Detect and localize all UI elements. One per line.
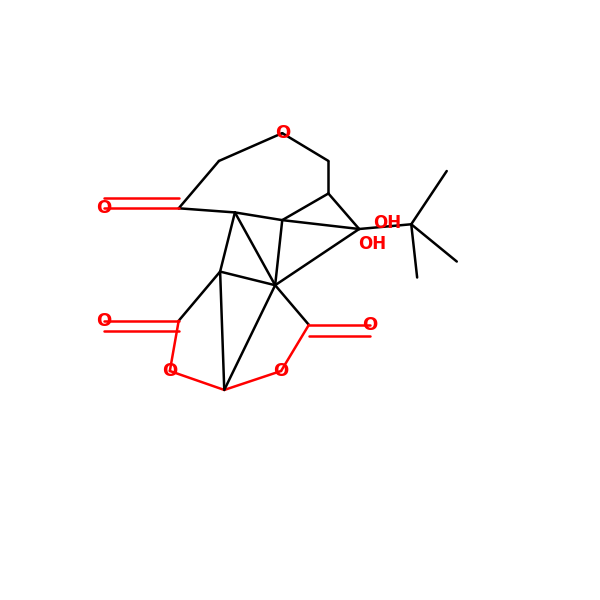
Text: OH: OH [374,214,401,232]
Text: O: O [96,312,111,330]
Text: O: O [162,362,178,380]
Text: OH: OH [358,235,386,253]
Text: O: O [274,362,289,380]
Text: O: O [275,124,290,142]
Text: O: O [362,316,377,334]
Text: O: O [96,199,111,217]
